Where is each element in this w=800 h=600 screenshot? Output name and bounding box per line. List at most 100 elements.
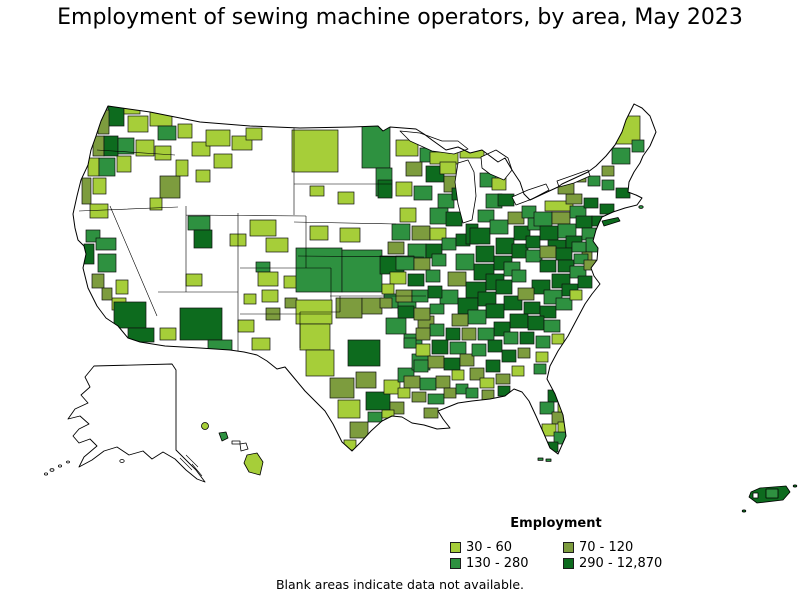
maui-island — [239, 442, 249, 452]
area-patch — [429, 303, 445, 315]
area-patch — [237, 319, 255, 333]
nantucket-islet — [638, 205, 644, 209]
area-patch — [243, 293, 257, 305]
area-patch — [439, 161, 457, 175]
area-patch — [295, 247, 343, 293]
legend-title: Employment — [510, 516, 602, 531]
area-patch — [425, 269, 441, 283]
area-patch — [599, 203, 615, 215]
area-patch — [475, 245, 495, 263]
area-patch — [601, 165, 615, 177]
area-patch — [511, 269, 527, 283]
area-patch — [261, 289, 279, 303]
legend-item: 30 - 60 — [450, 541, 563, 554]
area-patch — [443, 357, 461, 371]
area-patch — [503, 295, 523, 311]
culebra-islet — [792, 484, 798, 488]
puerto-rico — [741, 484, 798, 513]
area-patch — [116, 155, 132, 173]
area-patch — [575, 215, 593, 229]
area-patch — [533, 363, 547, 375]
area-patch — [419, 377, 437, 391]
area-patch — [115, 279, 129, 295]
area-patch — [435, 375, 451, 389]
area-patch — [461, 327, 477, 341]
area-patch — [539, 245, 557, 259]
area-patch — [97, 109, 110, 135]
area-patch — [95, 237, 117, 251]
area-patch — [467, 309, 487, 325]
map-title: Employment of sewing machine operators, … — [57, 5, 743, 30]
legend-label: 130 - 280 — [466, 556, 529, 571]
area-patch — [413, 307, 431, 321]
area-patch — [187, 215, 211, 231]
area-patch — [415, 327, 431, 341]
area-patch — [441, 237, 457, 251]
area-patch — [525, 249, 543, 263]
area-patch — [305, 349, 335, 377]
area-patch — [611, 147, 631, 165]
puerto-rico-blank-area — [752, 492, 759, 499]
area-patch — [539, 225, 559, 241]
area-patch — [195, 169, 211, 183]
area-patch — [447, 271, 467, 287]
area-patch — [577, 275, 593, 289]
area-patch — [511, 243, 529, 259]
area-patch — [179, 307, 223, 341]
area-patch — [445, 211, 463, 227]
area-patch — [413, 185, 433, 201]
area-patch — [449, 341, 467, 355]
area-patch — [495, 373, 511, 385]
area-patch — [487, 339, 503, 353]
area-patch — [123, 104, 141, 115]
area-patch — [423, 407, 439, 419]
area-patch — [477, 209, 495, 223]
area-patch — [523, 301, 541, 315]
legend-item: 70 - 120 — [563, 541, 662, 554]
area-patch — [387, 241, 405, 255]
area-patch — [437, 193, 455, 209]
area-patch — [485, 303, 505, 319]
area-patch — [149, 107, 173, 127]
area-patch — [469, 227, 491, 245]
area-patch — [159, 175, 181, 199]
area-patch — [98, 157, 116, 177]
area-patch — [399, 207, 417, 223]
area-patch — [501, 349, 517, 363]
area-patch — [92, 177, 107, 195]
area-patch — [547, 389, 563, 403]
area-patch — [519, 331, 535, 345]
aleutian-island — [49, 468, 55, 472]
area-patch — [175, 159, 189, 177]
area-patch — [337, 399, 361, 419]
area-patch — [551, 211, 571, 225]
area-patch — [249, 219, 277, 237]
area-patch — [413, 257, 431, 271]
area-patch — [117, 137, 135, 155]
area-patch — [347, 339, 381, 367]
area-patch — [389, 271, 407, 285]
area-patch — [507, 211, 525, 225]
area-patch — [459, 353, 475, 367]
area-patch — [265, 237, 289, 253]
area-patch — [405, 161, 423, 177]
legend-swatch — [563, 542, 574, 553]
hawaii-big-island — [243, 452, 264, 476]
lake-michigan — [454, 159, 477, 224]
kodiak-island — [119, 459, 125, 463]
legend-swatch — [450, 542, 461, 553]
alaska — [44, 363, 206, 483]
area-patch — [539, 259, 557, 273]
area-patch — [411, 225, 431, 241]
area-patch — [503, 331, 519, 345]
area-patch — [177, 123, 193, 139]
area-patch — [213, 153, 233, 169]
long-island — [601, 217, 621, 227]
legend: Employment 30 - 60 70 - 120 130 - 280 290 -… — [450, 516, 662, 570]
puerto-rico-east-area — [765, 488, 779, 499]
area-patch — [154, 145, 172, 161]
bering-island — [66, 460, 70, 464]
area-patch — [427, 285, 443, 299]
legend-swatch — [450, 558, 461, 569]
